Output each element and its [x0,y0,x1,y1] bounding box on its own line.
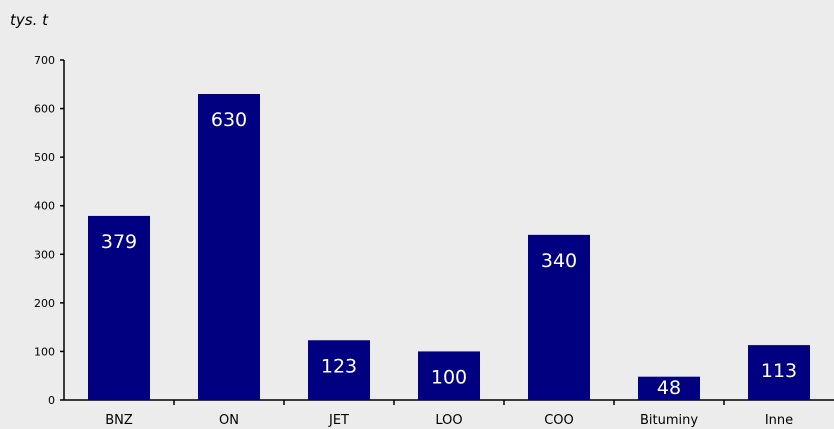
bar [638,376,700,400]
category-label: LOO [435,413,462,428]
bar [748,345,810,400]
y-tick-label: 600 [34,103,55,116]
category-label: JET [328,413,349,428]
data-label: 48 [657,377,681,399]
y-axis-unit-label: tys. t [10,11,49,29]
labels-layer: 379 BNZ 630 ON 123 JET 100 LOO 340 COO 48 Bituminy 1… [101,109,797,428]
data-label: 100 [431,366,467,388]
y-tick-label: 500 [34,151,55,164]
category-label: BNZ [105,413,133,428]
bar [198,94,260,400]
bar [528,234,590,400]
category-label: Bituminy [640,413,698,428]
bar [418,351,480,400]
y-tick-label: 700 [34,54,55,67]
y-tick-label: 100 [34,345,55,358]
data-label: 379 [101,231,137,253]
axes-layer: 0 100 200 300 400 500 600 700 [34,54,834,407]
y-tick-label: 300 [34,248,55,261]
bar [88,215,150,400]
data-label: 340 [541,250,577,272]
data-label: 630 [211,109,247,131]
category-label: Inne [765,413,793,428]
category-label: ON [219,413,239,428]
bar [308,340,370,400]
y-tick-label: 0 [48,394,55,407]
y-tick-label: 200 [34,297,55,310]
category-label: COO [544,413,574,428]
bars-layer [88,94,810,400]
data-label: 113 [761,360,797,382]
data-label: 123 [321,355,357,377]
y-tick-label: 400 [34,200,55,213]
